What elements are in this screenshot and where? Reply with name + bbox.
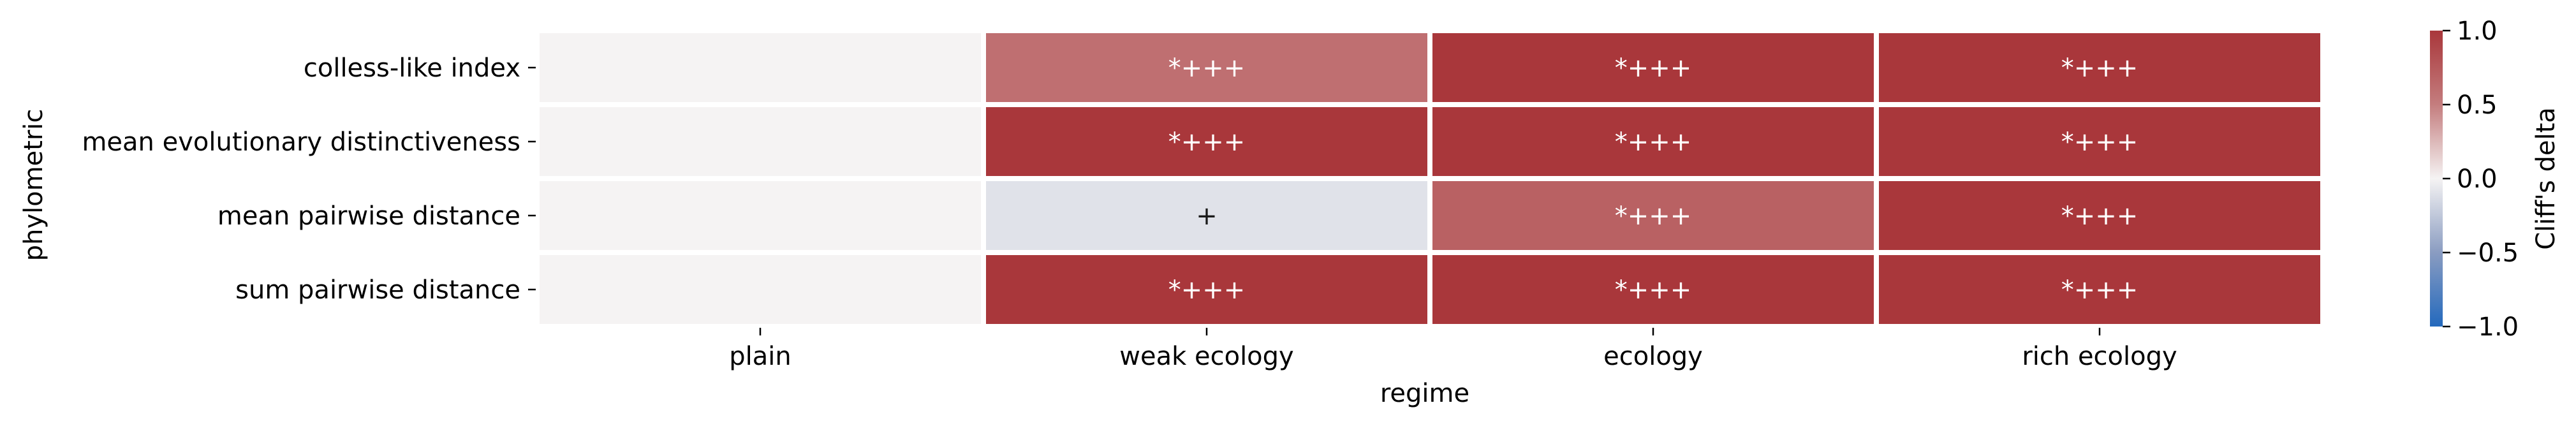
heatmap-cell	[981, 250, 1432, 329]
cell-annotation: *+++	[1615, 128, 1692, 157]
y-tick-label: colless-like index	[304, 54, 520, 83]
y-axis-title: phylometric	[19, 109, 48, 261]
x-axis: plain weak ecology ecology rich ecology	[729, 328, 2177, 371]
x-tick-label: weak ecology	[1119, 342, 1293, 371]
y-tick-label: mean evolutionary distinctiveness	[82, 128, 520, 157]
colorbar-tick-label: 1.0	[2457, 17, 2498, 46]
heatmap-cell	[1874, 250, 2325, 329]
colorbar-tick-label: 0.5	[2457, 91, 2498, 120]
y-tick-label: sum pairwise distance	[235, 275, 520, 305]
cell-annotation: *+++	[2061, 275, 2138, 305]
cell-annotation: *+++	[2061, 202, 2138, 231]
cell-annotation: *+++	[1168, 54, 1246, 83]
cell-annotation: *+++	[1168, 275, 1246, 305]
cell-annotation: *+++	[1168, 128, 1246, 157]
heatmap-cell	[1427, 176, 1879, 255]
cell-annotation: *+++	[2061, 54, 2138, 83]
cell-annotation: +	[1196, 202, 1218, 231]
x-tick-label: ecology	[1603, 342, 1703, 371]
x-axis-title: regime	[1380, 379, 1469, 408]
colorbar-tick-label: −1.0	[2457, 312, 2519, 342]
colorbar-gradient	[2430, 31, 2443, 327]
y-axis: colless-like index mean evolutionary dist…	[82, 54, 536, 305]
x-tick-label: plain	[729, 342, 791, 371]
colorbar-label: Cliff's delta	[2531, 107, 2561, 250]
heatmap-cell	[534, 102, 986, 181]
cell-annotation: *+++	[1615, 202, 1692, 231]
heatmap-cell	[1874, 102, 2325, 181]
x-tick-label: rich ecology	[2022, 342, 2177, 371]
cell-annotations: *+++ *+++ *+++ *+++ *+++ *+++ + *+++ *+++ *+++ *++…	[1168, 54, 2138, 305]
y-tick-label: mean pairwise distance	[217, 202, 520, 231]
heatmap-cell	[534, 28, 986, 107]
colorbar-tick-label: 0.0	[2457, 165, 2498, 194]
colorbar: 1.0 0.5 0.0 −0.5 −1.0	[2430, 17, 2519, 342]
heatmap-cell	[534, 250, 986, 329]
cell-annotation: *+++	[2061, 128, 2138, 157]
heatmap-cell	[534, 176, 986, 255]
cell-annotation: *+++	[1615, 54, 1692, 83]
heatmap-cells	[534, 28, 2325, 329]
colorbar-ticks: 1.0 0.5 0.0 −0.5 −1.0	[2443, 17, 2519, 342]
colorbar-tick-label: −0.5	[2457, 239, 2519, 268]
cell-annotation: *+++	[1615, 275, 1692, 305]
